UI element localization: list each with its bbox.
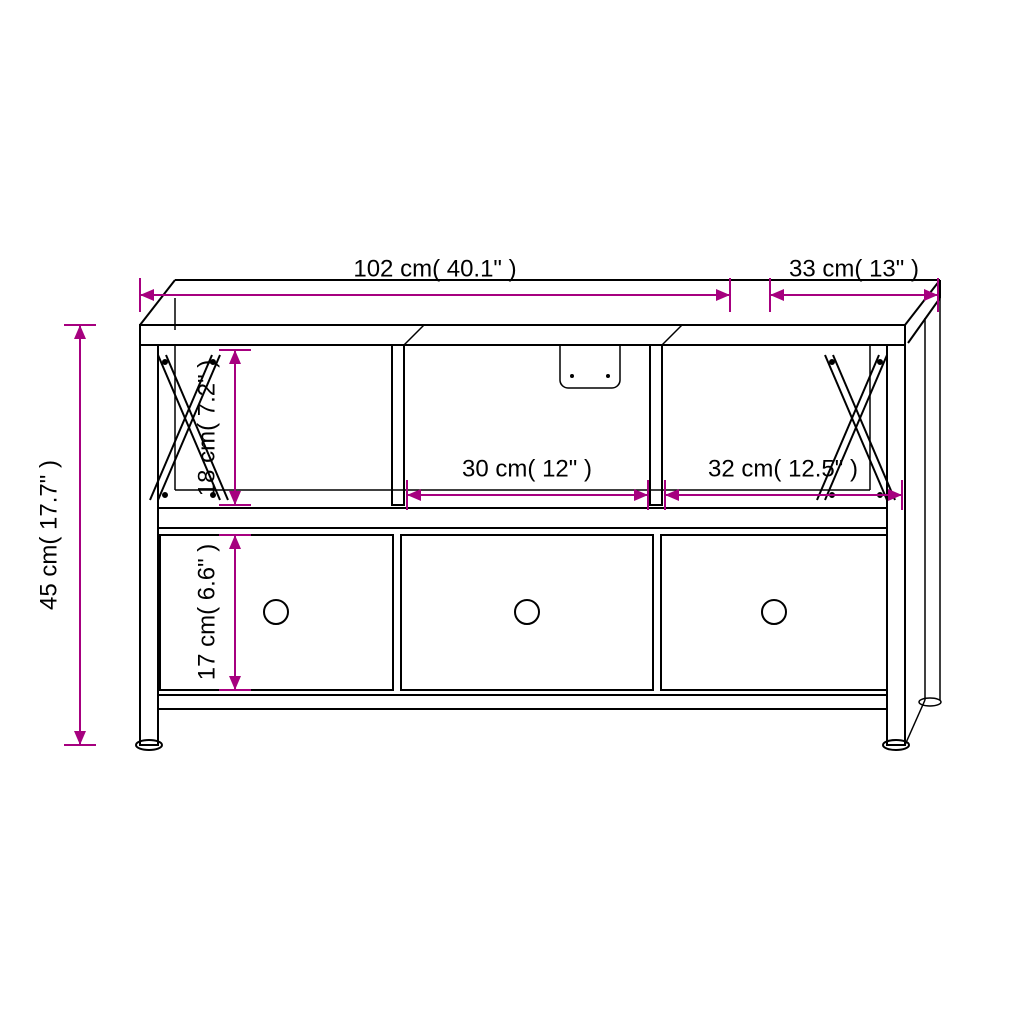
dim-drawer-h: 17 cm( 6.6" ) xyxy=(193,535,251,690)
furniture-outline xyxy=(136,280,941,750)
dim-bay-w2-label: 32 cm( 12.5" ) xyxy=(708,455,858,482)
dim-drawer-h-label: 17 cm( 6.6" ) xyxy=(193,544,220,681)
dimension-annotations: 102 cm( 40.1" ) 33 cm( 13" ) 45 cm( 17.7… xyxy=(35,255,938,745)
dim-bay-w-label: 30 cm( 12" ) xyxy=(462,455,592,482)
dim-shelf-h-label: 18 cm( 7.2" ) xyxy=(193,360,220,497)
dim-width-label: 102 cm( 40.1" ) xyxy=(353,255,516,282)
dim-depth-label: 33 cm( 13" ) xyxy=(789,255,919,282)
dim-bay-w: 30 cm( 12" ) xyxy=(407,455,648,510)
dim-bay-w2: 32 cm( 12.5" ) xyxy=(665,455,902,510)
dim-depth: 33 cm( 13" ) xyxy=(770,255,938,312)
dim-shelf-h: 18 cm( 7.2" ) xyxy=(193,350,251,505)
furniture-dimension-diagram: 102 cm( 40.1" ) 33 cm( 13" ) 45 cm( 17.7… xyxy=(0,0,1024,1024)
dim-height: 45 cm( 17.7" ) xyxy=(35,325,96,745)
dim-height-label: 45 cm( 17.7" ) xyxy=(35,460,62,610)
dim-width: 102 cm( 40.1" ) xyxy=(140,255,730,312)
